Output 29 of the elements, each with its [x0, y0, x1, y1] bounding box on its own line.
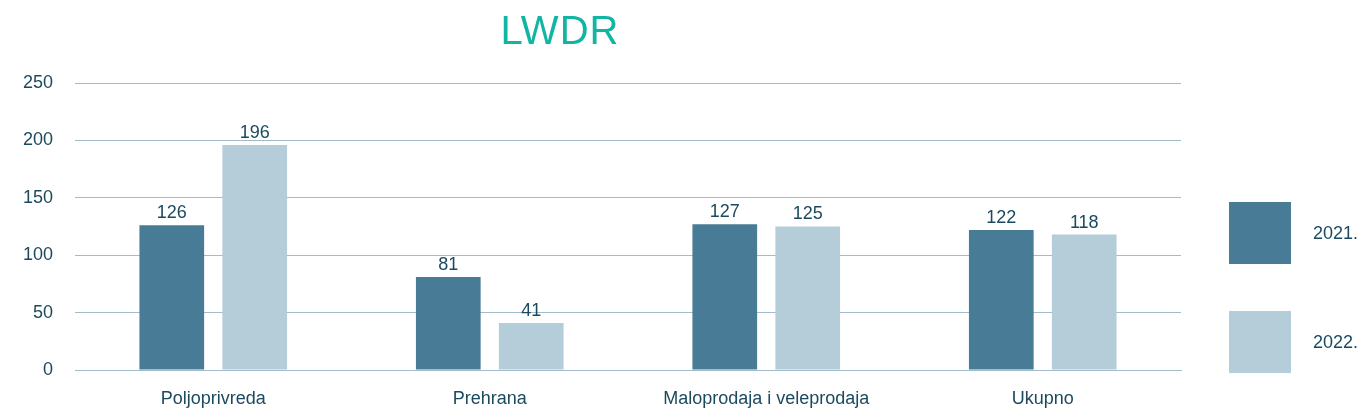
bar	[968, 229, 1034, 370]
text: 2021.	[1312, 222, 1358, 244]
data-label: 81	[438, 253, 459, 274]
y-tick-label: 250	[22, 71, 53, 92]
y-tick-label: 0	[42, 358, 53, 379]
x-tick-label: Maloprodaja i veleprodaja	[663, 387, 871, 408]
x-tick-label: Poljoprivreda	[160, 387, 267, 408]
y-tick-label: 200	[22, 129, 53, 150]
bar	[139, 225, 205, 370]
y-tick-label: 100	[22, 244, 53, 265]
text: 2022.	[1312, 331, 1358, 353]
bar	[692, 224, 758, 370]
data-label: 126	[156, 202, 187, 223]
x-tick-label: Prehrana	[452, 387, 528, 408]
bar	[498, 322, 564, 370]
data-label: 196	[239, 121, 270, 142]
data-label: 127	[709, 201, 740, 222]
data-label: 122	[986, 206, 1017, 227]
y-tick-label: 150	[22, 186, 53, 207]
bar	[775, 226, 841, 370]
bar	[222, 144, 288, 370]
data-label: 41	[521, 299, 542, 320]
data-label: 125	[792, 203, 823, 224]
bar	[1051, 234, 1117, 370]
y-tick-label: 50	[32, 301, 53, 322]
data-label: 118	[1069, 211, 1099, 232]
bar	[415, 277, 481, 370]
x-tick-label: Ukupno	[1011, 387, 1074, 408]
chart-title: LWDR	[500, 8, 620, 52]
